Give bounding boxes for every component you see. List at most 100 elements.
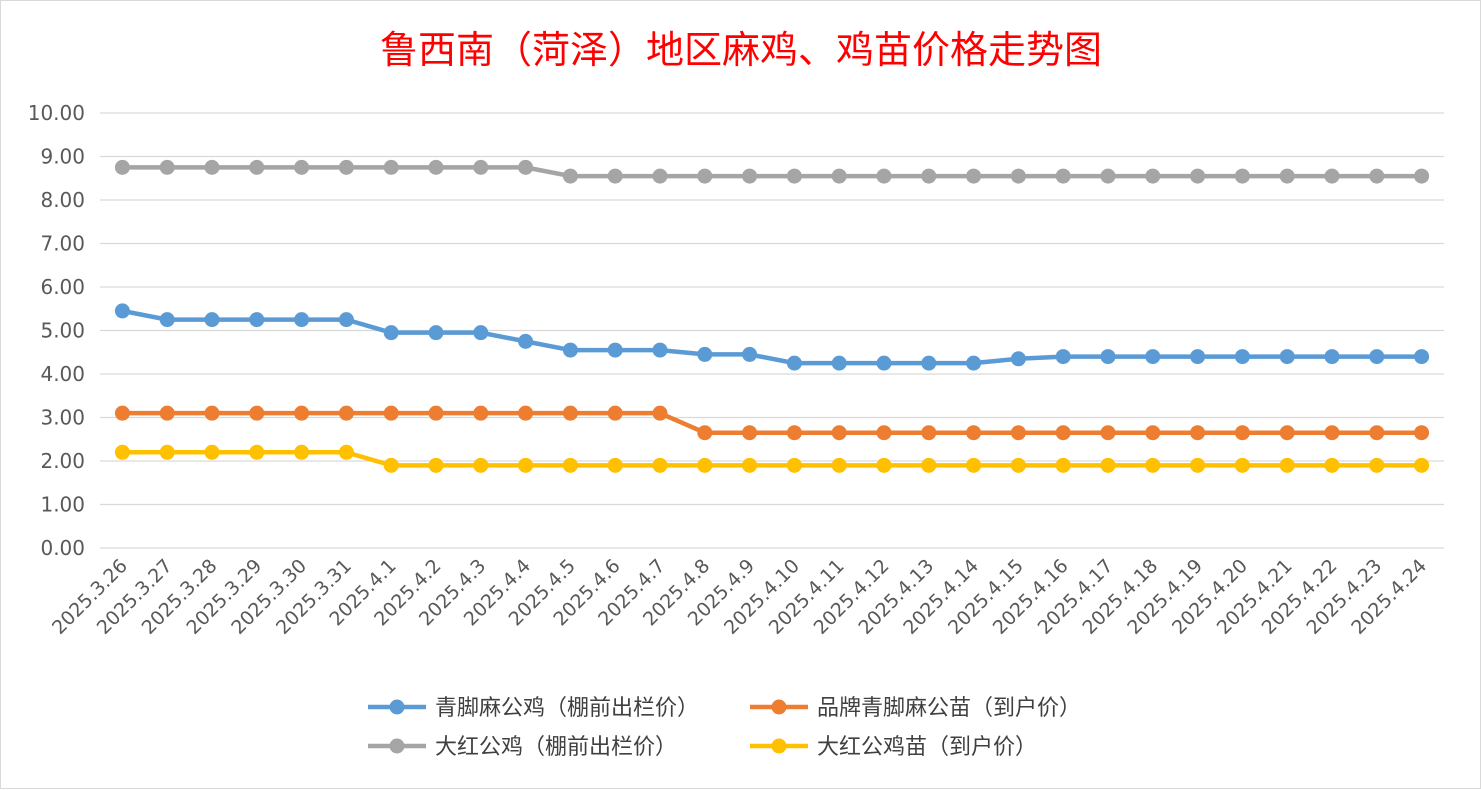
data-point <box>1414 457 1430 473</box>
data-point <box>518 333 534 349</box>
data-point <box>1145 457 1161 473</box>
y-tick-label: 6.00 <box>40 275 85 299</box>
data-point <box>562 405 578 421</box>
data-point <box>249 405 265 421</box>
data-point <box>1414 349 1430 365</box>
data-point <box>1279 425 1295 441</box>
data-point <box>1234 457 1250 473</box>
data-point <box>966 425 982 441</box>
data-point <box>1324 457 1340 473</box>
data-point <box>383 457 399 473</box>
data-point <box>294 405 310 421</box>
y-tick-label: 3.00 <box>40 406 85 430</box>
data-point <box>786 425 802 441</box>
data-point <box>1324 425 1340 441</box>
data-point <box>1100 425 1116 441</box>
data-point <box>383 405 399 421</box>
data-point <box>114 303 130 319</box>
data-point <box>1145 425 1161 441</box>
legend: 青脚麻公鸡（棚前出栏价） 品牌青脚麻公苗（到户价） 大红公鸡（棚前出栏价） 大红公鸡苗… <box>368 696 1081 760</box>
data-point <box>1414 425 1430 441</box>
data-point <box>742 425 758 441</box>
data-point <box>473 405 489 421</box>
data-point <box>742 457 758 473</box>
data-point <box>249 159 265 175</box>
data-point <box>428 159 444 175</box>
data-point <box>562 342 578 358</box>
y-tick-label: 8.00 <box>40 188 85 212</box>
y-tick-label: 0.00 <box>40 536 85 560</box>
data-point <box>1055 425 1071 441</box>
data-point <box>338 444 354 460</box>
data-point <box>1234 425 1250 441</box>
data-point <box>1234 349 1250 365</box>
legend-swatch-marker <box>389 699 405 715</box>
data-point <box>428 457 444 473</box>
legend-label: 品牌青脚麻公苗（到户价） <box>817 696 1081 721</box>
data-point <box>921 355 937 371</box>
data-point <box>204 312 220 328</box>
series-line <box>120 165 1424 179</box>
data-point <box>114 444 130 460</box>
data-point <box>831 355 847 371</box>
chart-title: 鲁西南（菏泽）地区麻鸡、鸡苗价格走势图 <box>380 28 1102 72</box>
series-4 <box>114 444 1430 473</box>
data-point <box>1190 457 1206 473</box>
data-point <box>652 405 668 421</box>
y-tick-label: 2.00 <box>40 449 85 473</box>
data-point <box>473 159 489 175</box>
data-point <box>1010 351 1026 367</box>
data-point <box>428 325 444 341</box>
legend-item: 品牌青脚麻公苗（到户价） <box>750 696 1081 721</box>
data-point <box>921 457 937 473</box>
legend-item: 青脚麻公鸡（棚前出栏价） <box>368 696 699 721</box>
data-point <box>1055 168 1071 184</box>
data-point <box>607 342 623 358</box>
data-point <box>966 355 982 371</box>
data-point <box>114 159 130 175</box>
data-point <box>473 457 489 473</box>
data-point <box>204 444 220 460</box>
data-point <box>518 159 534 175</box>
data-point <box>338 159 354 175</box>
series-1 <box>114 303 1430 371</box>
data-point <box>607 168 623 184</box>
y-tick-label: 5.00 <box>40 319 85 343</box>
data-point <box>1369 457 1385 473</box>
data-point <box>921 168 937 184</box>
data-point <box>1234 168 1250 184</box>
data-point <box>652 457 668 473</box>
data-point <box>294 444 310 460</box>
data-point <box>876 425 892 441</box>
data-point <box>1190 425 1206 441</box>
legend-label: 大红公鸡（棚前出栏价） <box>435 735 677 760</box>
data-point <box>338 312 354 328</box>
data-point <box>204 405 220 421</box>
data-point <box>1369 168 1385 184</box>
x-axis-ticks: 2025.3.262025.3.272025.3.282025.3.292025… <box>48 555 1431 639</box>
data-point <box>518 457 534 473</box>
data-point <box>831 425 847 441</box>
legend-label: 青脚麻公鸡（棚前出栏价） <box>435 696 699 721</box>
data-point <box>607 457 623 473</box>
data-point <box>428 405 444 421</box>
data-point <box>1190 168 1206 184</box>
data-point <box>338 405 354 421</box>
data-point <box>1279 457 1295 473</box>
y-tick-label: 1.00 <box>40 493 85 517</box>
data-point <box>249 444 265 460</box>
data-point <box>607 405 623 421</box>
data-point <box>1414 168 1430 184</box>
data-point <box>921 425 937 441</box>
data-point <box>204 159 220 175</box>
y-tick-label: 10.00 <box>28 101 85 125</box>
data-point <box>159 444 175 460</box>
data-point <box>383 159 399 175</box>
data-point <box>876 355 892 371</box>
data-point <box>786 168 802 184</box>
data-point <box>1190 349 1206 365</box>
data-point <box>1010 457 1026 473</box>
legend-item: 大红公鸡（棚前出栏价） <box>368 735 677 760</box>
